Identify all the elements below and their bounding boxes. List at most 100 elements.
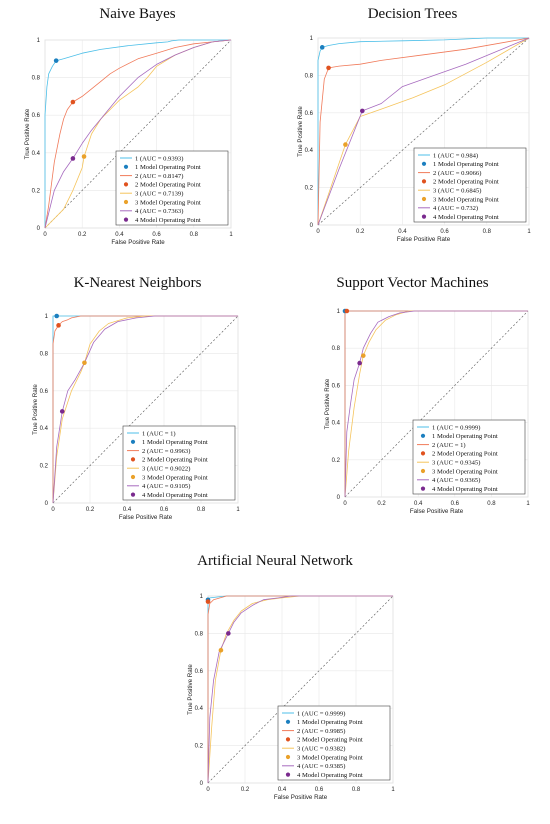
chart-title-naive-bayes: Naive Bayes	[99, 6, 176, 22]
legend-marker-3	[130, 474, 136, 480]
x-tick-label: 1	[229, 232, 233, 238]
roc-curve-3	[317, 37, 530, 226]
y-tick-label: 0.8	[40, 351, 49, 357]
legend-label-curve-2: 2 (AUC = 1)	[432, 442, 466, 449]
legend-marker-2	[420, 451, 426, 456]
y-tick-label: 0.4	[40, 426, 49, 432]
y-tick-label: 0.2	[32, 188, 41, 194]
y-tick-label: 0.6	[32, 113, 41, 119]
legend-label-curve-4: 4 (AUC = 0.7363)	[135, 208, 183, 215]
legend-marker-1	[421, 161, 427, 166]
x-tick-label: 0.6	[315, 787, 324, 793]
x-tick-label: 0.2	[241, 787, 250, 793]
legend-marker-4	[421, 214, 427, 219]
legend-label-curve-1: 1 (AUC = 1)	[142, 430, 176, 437]
x-tick-label: 0.4	[398, 229, 407, 235]
y-tick-label: 1	[337, 309, 341, 315]
operating-point-4	[360, 108, 365, 114]
legend-label-curve-1: 1 (AUC = 0.9999)	[297, 710, 345, 717]
y-tick-label: 0.2	[332, 458, 341, 464]
chart-title-svm: Support Vector Machines	[336, 275, 489, 291]
x-tick-label: 0	[43, 232, 47, 238]
y-tick-label: 0.4	[195, 706, 204, 712]
x-tick-label: 1	[236, 507, 240, 513]
y-tick-label: 0	[45, 501, 49, 507]
legend-marker-2	[421, 179, 427, 184]
y-tick-label: 0.2	[195, 744, 204, 750]
legend-label-curve-4: 4 (AUC = 0.9365)	[432, 477, 480, 484]
x-axis-label: False Positive Rate	[274, 794, 328, 801]
y-tick-label: 0	[37, 226, 41, 232]
roc-curve-4	[344, 310, 528, 498]
legend-label-op-2: 2 Model Operating Point	[297, 737, 363, 744]
roc-curve-1	[44, 39, 231, 228]
legend-label-op-1: 1 Model Operating Point	[135, 164, 201, 171]
x-tick-label: 0.8	[352, 787, 361, 793]
legend-label-curve-2: 2 (AUC = 0.9066)	[433, 170, 481, 177]
x-tick-label: 0.6	[160, 507, 169, 513]
y-tick-label: 0	[310, 223, 314, 229]
y-axis-label: True Positive Rate	[32, 384, 39, 435]
y-tick-label: 1	[37, 38, 41, 44]
y-tick-label: 0.4	[32, 151, 41, 157]
y-tick-label: 0.4	[305, 148, 314, 154]
y-tick-label: 0.2	[305, 186, 314, 192]
roc-curve-4	[44, 39, 232, 229]
roc-curve-3	[207, 595, 393, 784]
roc-curve-1	[317, 37, 529, 225]
legend-label-op-1: 1 Model Operating Point	[432, 433, 498, 440]
roc-curve-2	[207, 595, 393, 783]
y-axis-label: True Positive Rate	[24, 108, 31, 159]
y-tick-label: 1	[45, 314, 49, 320]
legend-marker-3	[285, 754, 291, 760]
legend-label-curve-3: 3 (AUC = 0.9345)	[432, 460, 480, 467]
legend-marker-4	[130, 492, 136, 497]
operating-point-4	[70, 156, 76, 161]
legend-label-op-1: 1 Model Operating Point	[297, 719, 363, 726]
chance-diagonal	[344, 310, 529, 498]
legend-marker-1	[420, 433, 426, 438]
x-tick-label: 0.2	[356, 229, 365, 235]
legend-label-op-3: 3 Model Operating Point	[433, 196, 499, 203]
legend-marker-1	[123, 164, 129, 169]
y-tick-label: 0.6	[40, 389, 49, 395]
legend-marker-4	[420, 486, 426, 491]
operating-point-3	[82, 360, 87, 366]
legend-box	[412, 419, 526, 495]
operating-point-2	[326, 65, 331, 71]
x-axis-label: False Positive Rate	[111, 239, 165, 246]
x-tick-label: 0.4	[123, 507, 132, 513]
x-tick-label: 0.2	[377, 501, 386, 507]
x-axis-label: False Positive Rate	[410, 508, 464, 515]
operating-point-4	[226, 631, 231, 636]
legend-label-op-1: 1 Model Operating Point	[433, 161, 499, 168]
legend-label-op-3: 3 Model Operating Point	[432, 468, 498, 475]
legend-box	[115, 150, 229, 226]
roc-curve-4	[52, 315, 238, 504]
y-axis-label: True Positive Rate	[297, 106, 304, 157]
chart-title-ann: Artificial Neural Network	[197, 553, 353, 569]
x-tick-label: 0.4	[414, 501, 423, 507]
roc-curve-3	[344, 310, 528, 498]
operating-point-4	[59, 409, 65, 414]
y-tick-label: 0	[337, 495, 341, 501]
legend-marker-2	[123, 182, 129, 187]
legend-label-curve-3: 3 (AUC = 0.7139)	[135, 191, 183, 198]
operating-point-2	[70, 99, 76, 105]
y-tick-label: 0.8	[332, 346, 341, 352]
legend-box	[277, 705, 391, 781]
legend-label-curve-4: 4 (AUC = 0.9385)	[297, 763, 345, 770]
y-tick-label: 0.8	[195, 631, 204, 637]
x-tick-label: 0	[343, 501, 347, 507]
legend-box	[413, 147, 527, 223]
legend-label-op-3: 3 Model Operating Point	[135, 199, 201, 206]
legend-label-curve-2: 2 (AUC = 0.8147)	[135, 173, 183, 180]
x-tick-label: 0.6	[440, 229, 449, 235]
roc-curve-3	[52, 315, 238, 504]
legend-label-op-3: 3 Model Operating Point	[297, 754, 363, 761]
x-tick-label: 0	[206, 787, 210, 793]
x-tick-label: 0.6	[152, 232, 161, 238]
legend-label-curve-1: 1 (AUC = 0.9393)	[135, 155, 183, 162]
